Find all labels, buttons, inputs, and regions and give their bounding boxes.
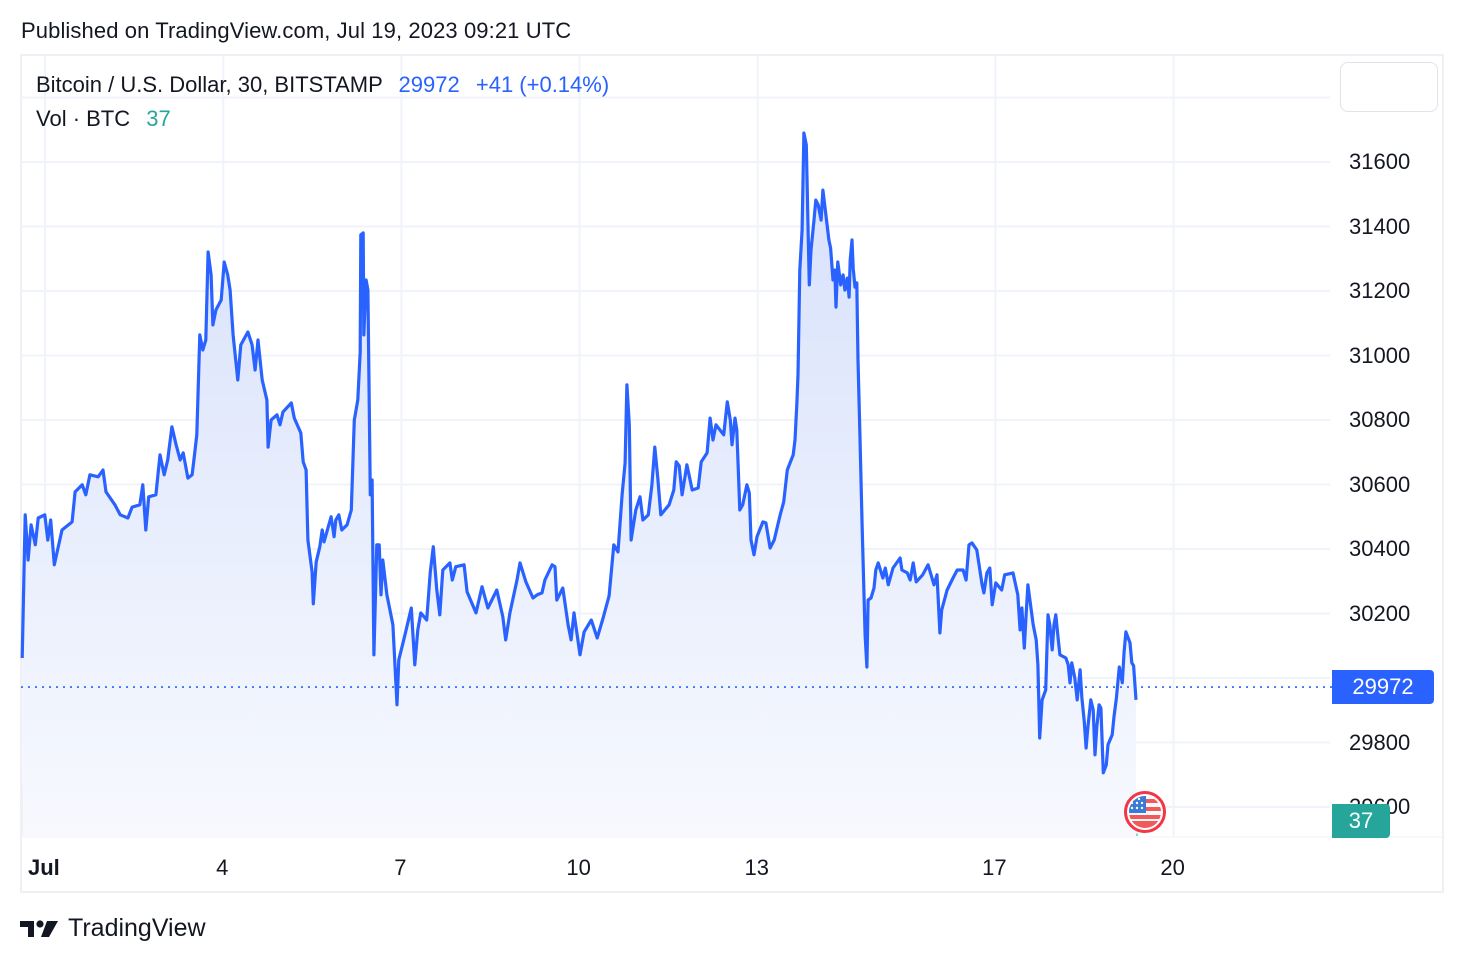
brand-name: TradingView [68, 914, 206, 942]
tradingview-logo-icon [20, 919, 58, 937]
legend-last-price: 29972 [398, 72, 460, 97]
legend-change: +41 (+0.14%) [475, 72, 610, 97]
time-axis-tick: 13 [744, 855, 770, 880]
time-axis-tick: 7 [394, 855, 407, 880]
volume-legend[interactable]: Vol · BTC 37 [36, 106, 171, 132]
time-axis-tick: 20 [1160, 855, 1185, 880]
price-axis-tick: 30600 [1349, 471, 1411, 497]
time-axis-tick: Jul [28, 855, 60, 880]
price-axis-tick: 31000 [1349, 342, 1411, 368]
us-flag-icon[interactable] [1123, 790, 1167, 834]
price-axis-tick: 30200 [1349, 600, 1411, 626]
volume-value: 37 [146, 106, 171, 131]
time-axis-tick: 10 [566, 855, 591, 880]
time-axis-tick: 17 [982, 855, 1007, 880]
price-axis-tick: 31600 [1349, 149, 1411, 174]
price-area-fill [22, 133, 1137, 836]
chart-options-box[interactable] [1340, 62, 1438, 112]
volume-badge: 37 [1332, 804, 1390, 838]
symbol-title: Bitcoin / U.S. Dollar, 30, BITSTAMP [36, 72, 383, 97]
price-axis-tick: 30400 [1349, 536, 1411, 561]
published-caption: Published on TradingView.com, Jul 19, 20… [21, 18, 572, 43]
price-axis-tick: 30800 [1349, 407, 1411, 432]
chart-frame [20, 54, 1444, 893]
symbol-legend[interactable]: Bitcoin / U.S. Dollar, 30, BITSTAMP 2997… [36, 72, 609, 98]
last-price-badge: 29972 [1332, 670, 1434, 704]
price-axis-tick: 31400 [1349, 213, 1411, 239]
tradingview-brand[interactable]: TradingView [20, 914, 206, 943]
price-line [20, 131, 1138, 775]
volume-label: Vol · BTC [36, 106, 131, 131]
price-axis-tick: 29800 [1349, 729, 1411, 755]
time-axis-tick: 4 [216, 855, 229, 880]
price-axis-tick: 31200 [1349, 278, 1411, 303]
